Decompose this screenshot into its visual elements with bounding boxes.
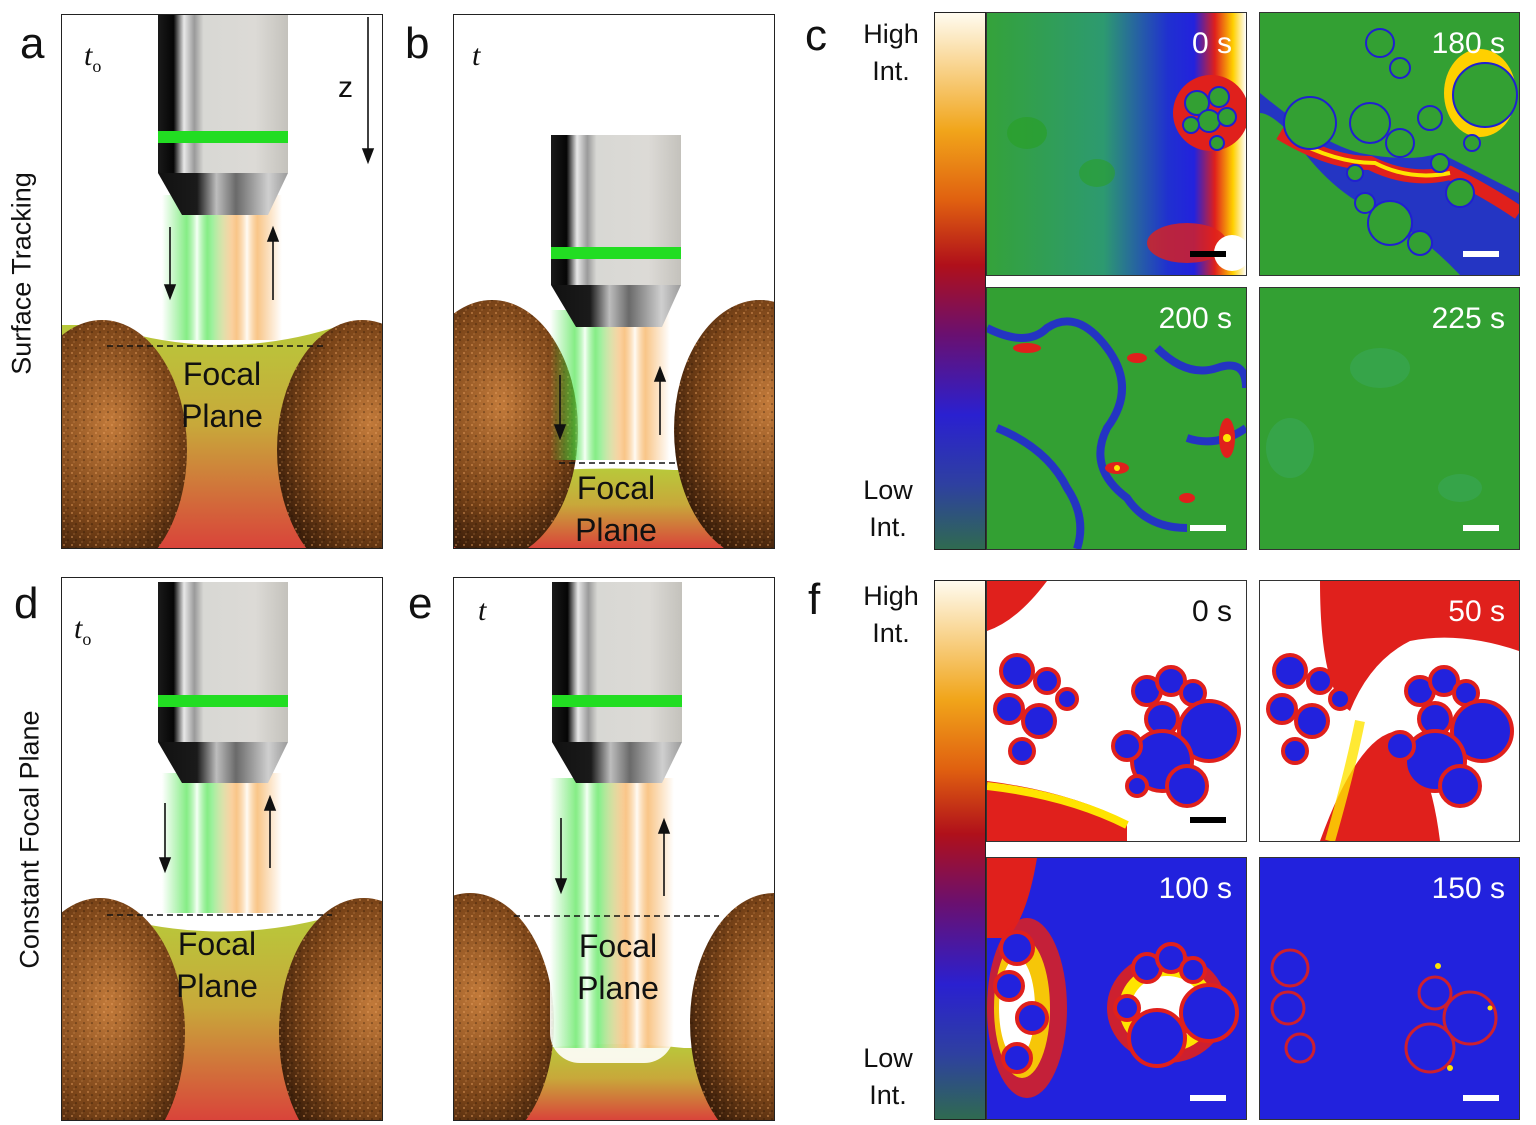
- arrow-down-icon: [163, 284, 177, 301]
- time-label: 0 s: [1191, 27, 1232, 60]
- arrow-down-icon: [158, 857, 172, 874]
- panel-letter-a: a: [20, 19, 45, 68]
- arrow-down-icon: [554, 878, 568, 895]
- objective-icon: [551, 135, 681, 327]
- colorbar-low-label: Low Int.: [863, 1043, 913, 1110]
- panel-letter-e: e: [408, 579, 433, 628]
- focal-plane-label: Focal Plane: [176, 926, 258, 1004]
- scale-bar: [1190, 817, 1226, 823]
- arrow-up-icon: [657, 817, 671, 834]
- time-label: 200 s: [1158, 302, 1232, 335]
- arrow-up-icon: [266, 225, 280, 242]
- focal-plane-label: Focal Plane: [575, 470, 657, 548]
- micrograph-c-200s: 200 s: [986, 287, 1247, 550]
- time-label-t0: to: [74, 612, 92, 649]
- time-label-t: t: [478, 594, 487, 627]
- panel-a-diagram: to z Focal Plane: [61, 14, 383, 549]
- panel-letter-d: d: [14, 579, 39, 628]
- panel-d-svg: [62, 582, 382, 1120]
- time-label: 0 s: [1191, 595, 1232, 628]
- panel-d-diagram: to Focal Plane: [61, 577, 383, 1121]
- time-label-t0: to: [84, 39, 102, 76]
- emission-beam: [600, 778, 674, 1048]
- scale-bar: [1463, 1095, 1499, 1101]
- scale-bar: [1463, 251, 1499, 257]
- z-axis-arrow-icon: [361, 148, 375, 165]
- time-label: 180 s: [1431, 27, 1505, 60]
- micrograph-c-225s: 225 s: [1259, 287, 1520, 550]
- row-label-surface-tracking: Surface Tracking: [6, 172, 37, 375]
- colorbar-f: [934, 580, 986, 1120]
- row-label-constant-focal-plane: Constant Focal Plane: [14, 710, 45, 969]
- panel-a-svg: [62, 15, 382, 548]
- z-axis-label: z: [338, 71, 353, 104]
- arrow-up-icon: [263, 794, 277, 811]
- micrograph-f-0s: 0 s: [986, 580, 1247, 842]
- micrograph-f-50s: 50 s: [1259, 580, 1520, 842]
- panel-letter-f: f: [808, 575, 821, 624]
- scale-bar: [1190, 1095, 1226, 1101]
- micrograph-c-180s: 180 s: [1259, 12, 1520, 276]
- colorbar-low-label: Low Int.: [863, 475, 913, 542]
- scale-bar: [1463, 817, 1499, 823]
- time-label-t: t: [472, 39, 481, 72]
- time-label: 50 s: [1448, 595, 1505, 628]
- micrograph-f-100s: 100 s: [986, 857, 1247, 1120]
- emission-beam: [212, 773, 282, 913]
- scale-bar: [1190, 251, 1226, 257]
- panel-b-diagram: t Focal Plane: [453, 14, 775, 549]
- panel-letter-b: b: [405, 19, 430, 68]
- focal-plane-label: Focal Plane: [181, 356, 263, 434]
- colorbar-high-label: High Int.: [863, 19, 919, 86]
- micrograph-f-150s: 150 s: [1259, 857, 1520, 1120]
- panel-b-svg: [454, 135, 774, 548]
- emission-beam: [212, 195, 282, 340]
- colorbar-c: [934, 12, 986, 550]
- objective-icon: [158, 15, 288, 215]
- panel-e-svg: [454, 582, 774, 1120]
- time-label: 225 s: [1431, 302, 1505, 335]
- time-label: 150 s: [1431, 872, 1505, 905]
- scale-bar: [1190, 525, 1226, 531]
- time-label: 100 s: [1158, 872, 1232, 905]
- colorbar-high-label: High Int.: [863, 581, 919, 648]
- objective-icon: [552, 582, 682, 783]
- focal-plane-label: Focal Plane: [577, 928, 659, 1006]
- emission-beam: [600, 310, 670, 460]
- panel-e-diagram: t Focal Plane: [453, 577, 775, 1121]
- arrow-up-icon: [653, 365, 667, 382]
- arrow-down-icon: [553, 424, 567, 441]
- scale-bar: [1463, 525, 1499, 531]
- panel-letter-c: c: [805, 11, 827, 60]
- objective-icon: [158, 582, 288, 783]
- micrograph-c-0s: 0 s: [986, 12, 1247, 276]
